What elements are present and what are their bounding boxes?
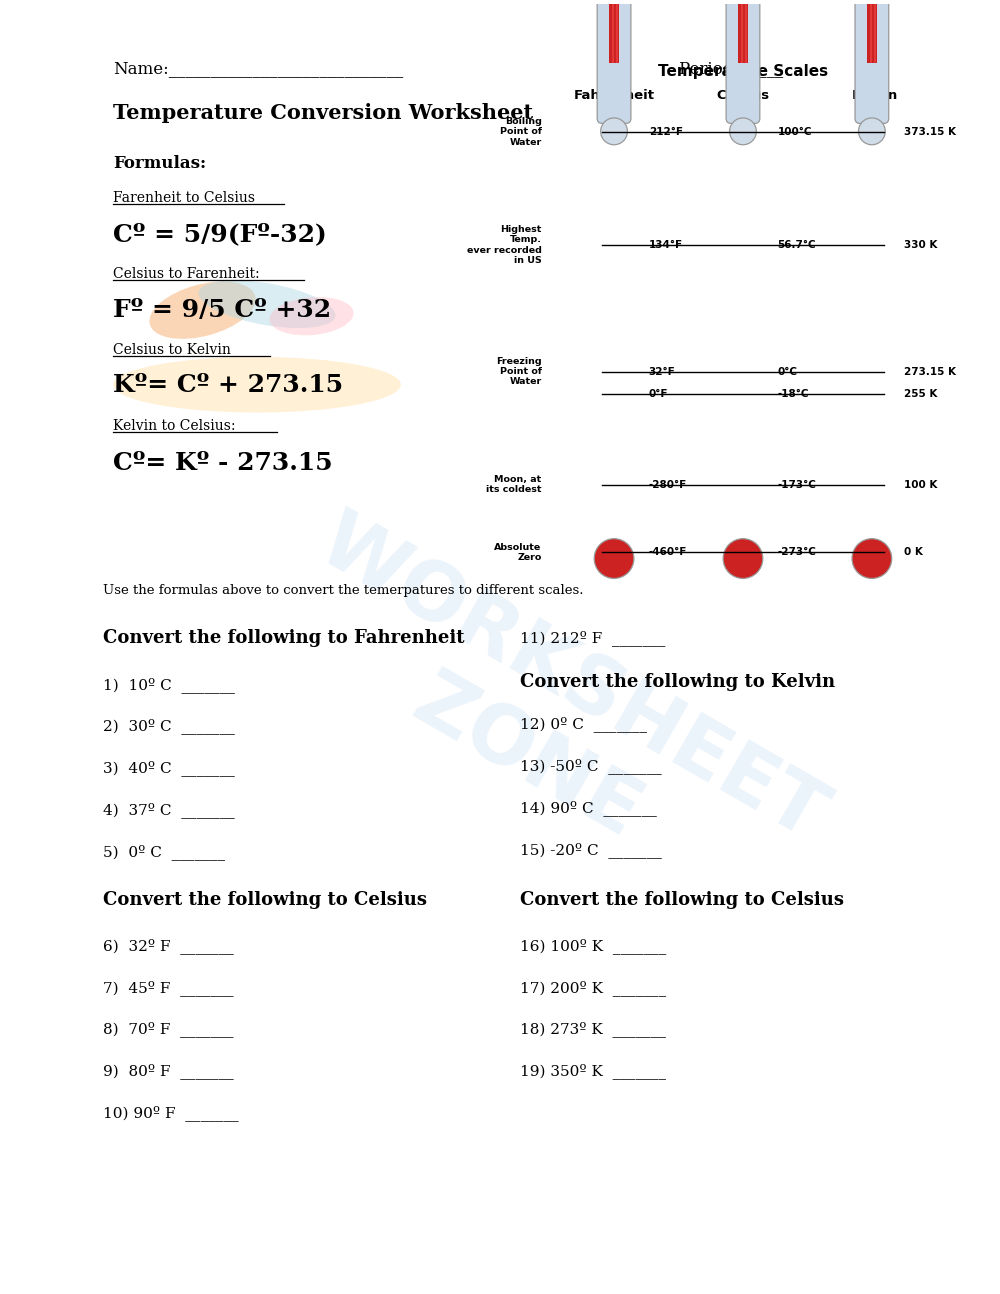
Ellipse shape bbox=[149, 282, 256, 339]
Text: Fahrenheit: Fahrenheit bbox=[574, 89, 655, 102]
Text: Highest
Temp.
ever recorded
in US: Highest Temp. ever recorded in US bbox=[467, 225, 542, 265]
Text: Celsius: Celsius bbox=[716, 89, 770, 102]
Text: Moon, at
its coldest: Moon, at its coldest bbox=[486, 475, 542, 494]
Text: -460°F: -460°F bbox=[649, 547, 687, 558]
FancyBboxPatch shape bbox=[855, 0, 889, 123]
Circle shape bbox=[601, 118, 627, 145]
Text: 11) 212º F  _______: 11) 212º F _______ bbox=[520, 630, 665, 646]
Circle shape bbox=[858, 118, 885, 145]
Text: 6)  32º F  _______: 6) 32º F _______ bbox=[103, 938, 234, 954]
Text: 3)  40º C  _______: 3) 40º C _______ bbox=[103, 761, 235, 776]
Text: 100 K: 100 K bbox=[904, 480, 937, 489]
Ellipse shape bbox=[270, 298, 354, 335]
FancyBboxPatch shape bbox=[726, 0, 760, 123]
Text: Use the formulas above to convert the temerpatures to different scales.: Use the formulas above to convert the te… bbox=[103, 584, 584, 597]
Text: Temperature Conversion Worksheet: Temperature Conversion Worksheet bbox=[113, 104, 533, 123]
Text: Name:____________________________: Name:____________________________ bbox=[113, 61, 404, 78]
Bar bbox=[609, 0, 619, 63]
Text: Kº= Cº + 273.15: Kº= Cº + 273.15 bbox=[113, 373, 343, 397]
Bar bbox=[867, 0, 877, 63]
Text: Cº= Kº - 273.15: Cº= Kº - 273.15 bbox=[113, 452, 333, 475]
Bar bbox=[874, 0, 876, 63]
Bar bbox=[616, 0, 618, 63]
Text: 2)  30º C  _______: 2) 30º C _______ bbox=[103, 718, 235, 735]
Text: 10) 90º F  _______: 10) 90º F _______ bbox=[103, 1105, 239, 1121]
Text: 5)  0º C  _______: 5) 0º C _______ bbox=[103, 844, 225, 859]
Text: Convert the following to Kelvin: Convert the following to Kelvin bbox=[520, 673, 835, 691]
Text: 17) 200º K  _______: 17) 200º K _______ bbox=[520, 980, 666, 995]
Circle shape bbox=[723, 538, 763, 578]
Text: Farenheit to Celsius: Farenheit to Celsius bbox=[113, 192, 255, 204]
Text: Absolute
Zero: Absolute Zero bbox=[494, 542, 542, 562]
Text: 16) 100º K  _______: 16) 100º K _______ bbox=[520, 938, 666, 954]
Text: 12) 0º C  _______: 12) 0º C _______ bbox=[520, 717, 647, 732]
Text: WORKSHEET
ZONE: WORKSHEET ZONE bbox=[260, 503, 839, 936]
Text: 14) 90º C  _______: 14) 90º C _______ bbox=[520, 800, 657, 817]
Text: 56.7°C: 56.7°C bbox=[778, 239, 816, 250]
Text: Temperature Scales: Temperature Scales bbox=[658, 65, 828, 79]
Bar bbox=[738, 0, 748, 63]
Text: 212°F: 212°F bbox=[649, 127, 683, 137]
Text: Convert the following to Celsius: Convert the following to Celsius bbox=[520, 892, 844, 910]
Text: -280°F: -280°F bbox=[649, 480, 687, 489]
Text: Convert the following to Celsius: Convert the following to Celsius bbox=[103, 892, 427, 910]
Text: 1)  10º C  _______: 1) 10º C _______ bbox=[103, 677, 235, 692]
Text: 0 K: 0 K bbox=[904, 547, 922, 558]
Text: Kelvin: Kelvin bbox=[852, 89, 898, 102]
Text: Freezing
Point of
Water: Freezing Point of Water bbox=[496, 357, 542, 387]
Text: 9)  80º F  _______: 9) 80º F _______ bbox=[103, 1064, 234, 1079]
Text: 18) 273º K  _______: 18) 273º K _______ bbox=[520, 1021, 666, 1038]
Text: 273.15 K: 273.15 K bbox=[904, 366, 956, 377]
Bar bbox=[612, 0, 614, 63]
Bar bbox=[745, 0, 747, 63]
Text: 373.15 K: 373.15 K bbox=[904, 127, 956, 137]
Text: 0°F: 0°F bbox=[649, 389, 668, 399]
Text: 4)  37º C  _______: 4) 37º C _______ bbox=[103, 802, 235, 818]
Text: 19) 350º K  _______: 19) 350º K _______ bbox=[520, 1064, 666, 1079]
Circle shape bbox=[852, 538, 892, 578]
Text: Fº = 9/5 Cº +32: Fº = 9/5 Cº +32 bbox=[113, 298, 331, 322]
Text: Formulas:: Formulas: bbox=[113, 155, 206, 172]
Circle shape bbox=[594, 538, 634, 578]
Text: 8)  70º F  _______: 8) 70º F _______ bbox=[103, 1021, 234, 1038]
Bar bbox=[741, 0, 743, 63]
Text: 330 K: 330 K bbox=[904, 239, 937, 250]
Text: 32°F: 32°F bbox=[649, 366, 676, 377]
Ellipse shape bbox=[199, 281, 335, 329]
FancyBboxPatch shape bbox=[597, 0, 631, 123]
Text: Kelvin to Celsius:: Kelvin to Celsius: bbox=[113, 419, 236, 433]
Text: Cº = 5/9(Fº-32): Cº = 5/9(Fº-32) bbox=[113, 223, 327, 247]
Text: 255 K: 255 K bbox=[904, 389, 937, 399]
Text: 0°C: 0°C bbox=[778, 366, 798, 377]
Text: Boiling
Point of
Water: Boiling Point of Water bbox=[500, 116, 542, 148]
Text: Period #:___: Period #:___ bbox=[679, 61, 783, 78]
Text: -18°C: -18°C bbox=[778, 389, 809, 399]
Text: 13) -50º C  _______: 13) -50º C _______ bbox=[520, 758, 661, 774]
Ellipse shape bbox=[113, 357, 401, 413]
Text: Celsius to Kelvin: Celsius to Kelvin bbox=[113, 343, 231, 357]
Text: 134°F: 134°F bbox=[649, 239, 683, 250]
Text: Convert the following to Fahrenheit: Convert the following to Fahrenheit bbox=[103, 629, 465, 647]
Circle shape bbox=[730, 118, 756, 145]
Text: Celsius to Farenheit:: Celsius to Farenheit: bbox=[113, 268, 260, 281]
Text: -273°C: -273°C bbox=[778, 547, 817, 558]
Text: 100°C: 100°C bbox=[778, 127, 812, 137]
Text: 7)  45º F  _______: 7) 45º F _______ bbox=[103, 980, 234, 995]
Text: -173°C: -173°C bbox=[778, 480, 817, 489]
Text: 15) -20º C  _______: 15) -20º C _______ bbox=[520, 842, 662, 858]
Bar bbox=[870, 0, 872, 63]
